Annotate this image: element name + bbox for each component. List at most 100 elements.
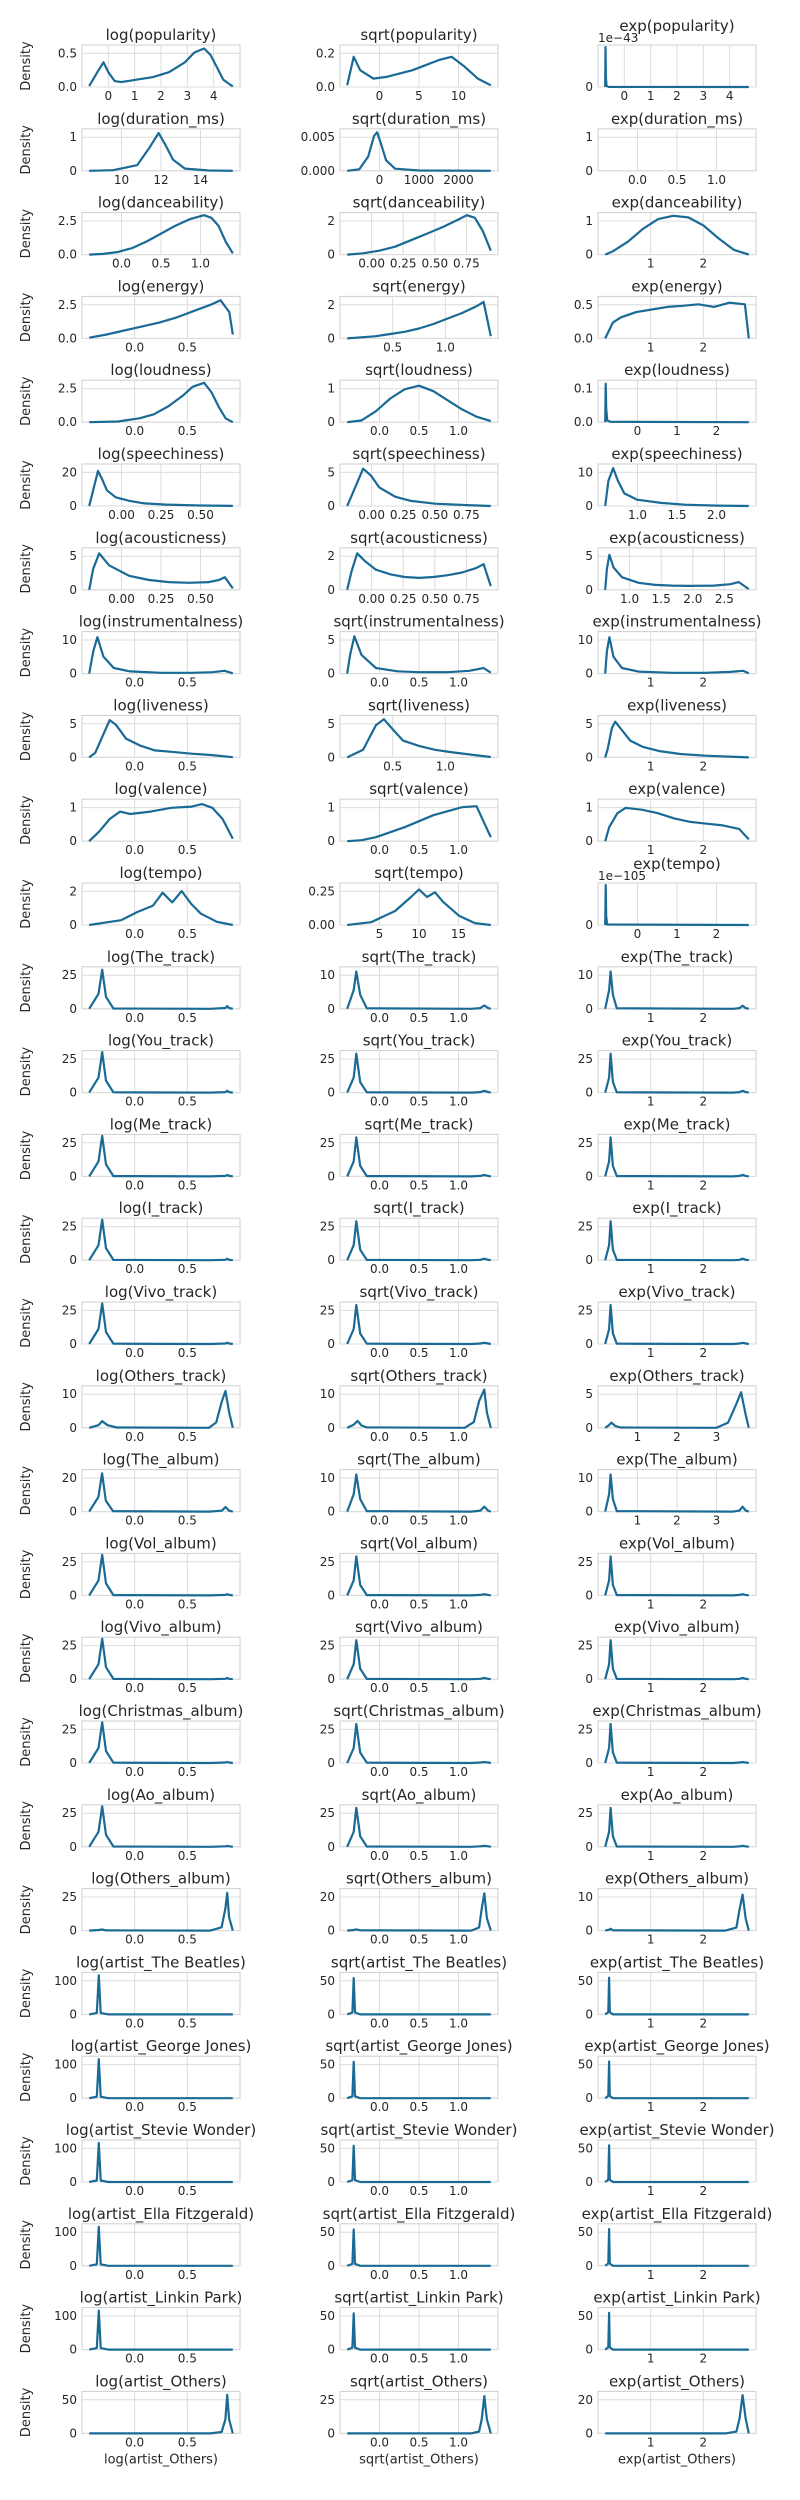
y-tick-label: 0 — [585, 248, 593, 262]
kde-curve — [604, 1893, 750, 1932]
y-axis-label: Density — [19, 376, 34, 426]
subplot: 0.0 0.5 1.0 0 25 sqrt(You_track) — [320, 1032, 499, 1109]
x-tick-label: 0 — [376, 89, 384, 103]
plot-frame — [81, 2307, 241, 2351]
x-tick-label: 2 — [673, 1430, 681, 1444]
plot-frame — [597, 2223, 757, 2267]
x-tick-label: 2 — [157, 89, 165, 103]
y-tick-label: 0 — [69, 1002, 77, 1016]
plot-frame — [81, 1888, 241, 1932]
y-tick-label: 0 — [69, 2091, 77, 2105]
y-tick-label: 1 — [327, 801, 335, 815]
subplot-title: sqrt(duration_ms) — [352, 110, 486, 129]
y-tick-label: 0.00 — [308, 918, 335, 932]
y-tick-label: 0 — [585, 750, 593, 764]
subplot: 1 2 0 10 exp(instrumentalness) — [578, 613, 762, 690]
x-tick-label: 2000 — [443, 173, 474, 187]
kde-curve — [88, 1472, 234, 1513]
y-tick-label: 0 — [69, 2007, 77, 2021]
x-tick-label: 1 — [647, 676, 655, 690]
kde-curve — [604, 46, 749, 89]
x-tick-label: 0.0 — [125, 1933, 144, 1947]
subplot: 1.0 1.5 2.0 0 10 exp(speechiness) — [578, 445, 757, 522]
x-tick-label: 0.0 — [370, 2352, 389, 2366]
x-tick-label: 1.5 — [652, 592, 671, 606]
y-axis-label: Density — [19, 879, 34, 929]
subplot-title: sqrt(artist_Stevie Wonder) — [321, 2121, 518, 2140]
y-tick-label: 1 — [69, 130, 77, 144]
y-tick-label: 0 — [327, 1169, 335, 1183]
x-tick-label: 0.75 — [453, 257, 480, 271]
subplot-title: sqrt(Ao_album) — [362, 1786, 477, 1805]
y-tick-label: 0 — [585, 1253, 593, 1267]
y-axis-label: Density — [19, 209, 34, 259]
x-tick-label: 1 — [647, 759, 655, 773]
y-tick-label: 10 — [578, 633, 593, 647]
y-tick-label: 20 — [578, 2393, 593, 2407]
kde-curve — [604, 1052, 749, 1094]
y-tick-label: 25 — [62, 1722, 77, 1736]
x-tick-label: 1 — [647, 1262, 655, 1276]
x-tick-label: 2 — [700, 1597, 708, 1611]
x-tick-label: 1 — [647, 1765, 655, 1779]
subplot-title: log(Others_track) — [96, 1367, 227, 1386]
x-tick-label: 0.0 — [125, 1849, 144, 1863]
kde-curve — [88, 1218, 233, 1262]
x-tick-label: 0.25 — [148, 508, 175, 522]
plot-frame — [597, 1636, 757, 1680]
x-tick-label: 0.5 — [409, 424, 428, 438]
kde-curve — [89, 214, 234, 256]
kde-curve — [346, 635, 492, 674]
plot-frame — [597, 1971, 757, 2015]
x-axis-label: sqrt(artist_Others) — [359, 2452, 479, 2467]
y-tick-label: 25 — [578, 1136, 593, 1150]
y-tick-label: 0 — [69, 583, 77, 597]
kde-curve — [347, 1892, 492, 1932]
subplot-title: log(Others_album) — [91, 1870, 230, 1889]
kde-curve — [89, 381, 234, 424]
x-tick-label: 2 — [700, 340, 708, 354]
y-tick-label: 0 — [585, 2426, 593, 2440]
x-tick-label: 0.5 — [409, 843, 428, 857]
kde-curve — [346, 2060, 491, 2100]
x-tick-label: 2 — [700, 1178, 708, 1192]
subplot: 0.0 0.5 1.0 0 50 sqrt(artist_George Jones) — [320, 2037, 513, 2114]
y-tick-label: 5 — [327, 633, 335, 647]
x-tick-label: 1 — [647, 2100, 655, 2114]
x-tick-label: 2 — [700, 2435, 708, 2449]
y-tick-label: 25 — [320, 1220, 335, 1234]
x-tick-label: 1 — [634, 1514, 642, 1528]
y-tick-label: 25 — [320, 1136, 335, 1150]
y-tick-label: 25 — [320, 1806, 335, 1820]
y-tick-label: 1 — [585, 130, 593, 144]
kde-curve — [88, 1051, 233, 1094]
x-tick-label: 0.5 — [178, 2100, 197, 2114]
y-axis-label: Density — [19, 628, 34, 678]
plot-frame — [339, 212, 499, 256]
y-tick-label: 0 — [327, 667, 335, 681]
x-tick-label: 1.5 — [667, 508, 686, 522]
kde-curve — [346, 1977, 491, 2016]
kde-curve — [347, 214, 492, 256]
y-tick-label: 0 — [69, 1840, 77, 1854]
x-tick-label: 0.0 — [628, 173, 647, 187]
x-tick-label: 2 — [713, 927, 721, 941]
y-tick-label: 100 — [54, 2225, 77, 2239]
x-tick-label: 0.00 — [358, 257, 385, 271]
subplot-title: exp(duration_ms) — [611, 110, 743, 129]
x-tick-label: 0.5 — [178, 927, 197, 941]
x-tick-label: 0.0 — [370, 1430, 389, 1444]
y-tick-label: 25 — [62, 1555, 77, 1569]
y-tick-label: 0.0 — [58, 415, 77, 429]
subplot-title: exp(Others_album) — [605, 1870, 749, 1889]
y-axis-label: Density — [19, 41, 34, 91]
x-tick-label: 0.0 — [370, 1095, 389, 1109]
subplot: 1 2 0 25 exp(Vivo_track) — [578, 1283, 757, 1360]
offset-label: 1e−43 — [598, 31, 638, 45]
subplot: 1 2 0 25 exp(You_track) — [578, 1032, 757, 1109]
subplot-title: sqrt(acousticness) — [350, 529, 488, 547]
y-tick-label: 0 — [327, 2343, 335, 2357]
y-tick-label: 0 — [585, 499, 593, 513]
x-tick-label: 2 — [673, 89, 681, 103]
x-tick-label: 0.0 — [125, 2268, 144, 2282]
